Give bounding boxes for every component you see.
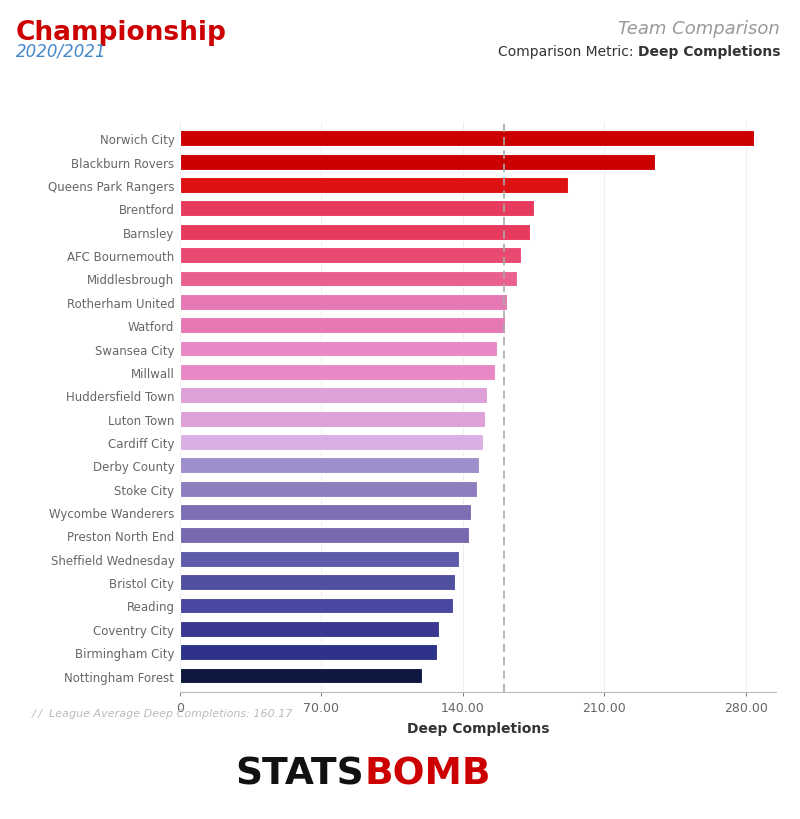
Text: BOMB: BOMB <box>364 756 490 792</box>
Bar <box>180 248 522 264</box>
X-axis label: Deep Completions: Deep Completions <box>406 721 550 735</box>
Text: Deep Completions: Deep Completions <box>638 45 780 59</box>
Text: STATS: STATS <box>235 756 364 792</box>
Bar <box>180 621 438 637</box>
Bar <box>180 411 485 427</box>
Bar <box>180 342 497 357</box>
Bar <box>180 598 453 613</box>
Text: Team Comparison: Team Comparison <box>618 20 780 38</box>
Bar <box>180 224 530 241</box>
Bar <box>180 388 487 404</box>
Bar <box>180 527 469 544</box>
Bar <box>180 505 471 520</box>
Bar <box>180 201 534 217</box>
Text: 2020/2021: 2020/2021 <box>16 43 106 61</box>
Bar <box>180 482 477 497</box>
Bar <box>180 551 459 567</box>
Bar <box>180 574 454 590</box>
Text: Championship: Championship <box>16 20 227 47</box>
Bar <box>180 155 654 170</box>
Bar <box>180 458 479 473</box>
Text: Comparison Metric:: Comparison Metric: <box>498 45 638 59</box>
Bar <box>180 271 518 287</box>
Bar <box>180 295 507 310</box>
Bar <box>180 667 422 684</box>
Text: / /  League Average Deep Completions: 160.17: / / League Average Deep Completions: 160… <box>32 708 294 718</box>
Bar <box>180 318 506 333</box>
Bar <box>180 178 568 194</box>
Bar <box>180 645 437 660</box>
Bar <box>180 131 754 147</box>
Bar <box>180 364 495 380</box>
Bar <box>180 435 483 450</box>
